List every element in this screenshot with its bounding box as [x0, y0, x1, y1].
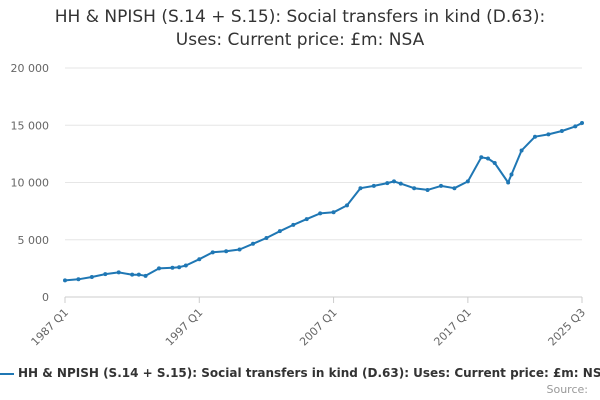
x-tick-label: 2017 Q1: [431, 306, 474, 349]
legend[interactable]: HH & NPISH (S.14 + S.15): Social transfe…: [0, 366, 600, 380]
y-tick-label: 20 000: [11, 62, 50, 75]
y-tick-label: 10 000: [11, 177, 50, 190]
data-point[interactable]: [89, 274, 94, 279]
gridlines: [65, 67, 582, 241]
data-point[interactable]: [183, 263, 188, 268]
data-point[interactable]: [304, 217, 309, 222]
data-point[interactable]: [492, 161, 497, 166]
series-line: [64, 122, 583, 282]
data-point[interactable]: [237, 247, 242, 252]
data-point[interactable]: [291, 222, 296, 227]
data-point[interactable]: [371, 183, 376, 188]
data-point[interactable]: [345, 203, 349, 208]
series-layer: [63, 120, 584, 283]
x-tick-label: 2025 Q3: [546, 306, 589, 349]
data-point[interactable]: [358, 186, 363, 191]
data-point[interactable]: [130, 272, 135, 277]
data-point[interactable]: [385, 181, 390, 186]
data-point[interactable]: [116, 270, 121, 275]
source-label: Source:: [546, 383, 589, 396]
chart-title-line-2: Uses: Current price: £m: NSA: [175, 30, 425, 50]
chart-title-line-1: HH & NPISH (S.14 + S.15): Social transfe…: [54, 7, 546, 27]
data-point[interactable]: [506, 180, 511, 185]
data-point[interactable]: [136, 272, 141, 277]
data-point[interactable]: [439, 183, 443, 188]
data-point[interactable]: [157, 266, 161, 271]
data-point[interactable]: [392, 179, 396, 184]
data-point[interactable]: [264, 236, 269, 241]
data-point[interactable]: [509, 172, 514, 177]
x-tick-label: 1997 Q1: [163, 306, 206, 349]
data-point[interactable]: [197, 257, 202, 262]
y-tick-label: 5 000: [18, 234, 50, 247]
data-point[interactable]: [452, 186, 457, 191]
data-point[interactable]: [224, 249, 229, 254]
data-point[interactable]: [177, 265, 182, 270]
x-tick-label: 2007 Q1: [297, 306, 340, 349]
y-tick-label: 15 000: [11, 119, 50, 132]
legend-label: HH & NPISH (S.14 + S.15): Social transfe…: [18, 366, 600, 380]
data-point[interactable]: [76, 277, 81, 282]
axes: 0 5 000 10 000 15 000 20 000 1987 Q1 1997 Q1 20…: [11, 62, 589, 348]
data-point[interactable]: [170, 265, 175, 270]
data-point[interactable]: [465, 179, 470, 184]
data-point[interactable]: [479, 155, 484, 160]
data-point[interactable]: [486, 156, 490, 161]
data-point[interactable]: [318, 211, 323, 216]
data-point[interactable]: [533, 134, 537, 139]
data-point[interactable]: [546, 132, 551, 137]
data-point[interactable]: [580, 120, 584, 125]
data-point[interactable]: [573, 124, 578, 129]
data-point[interactable]: [103, 272, 108, 277]
data-point[interactable]: [63, 278, 67, 283]
data-point[interactable]: [251, 241, 255, 246]
y-tick-label: 0: [42, 291, 49, 304]
data-point[interactable]: [519, 148, 524, 153]
data-point[interactable]: [398, 181, 403, 186]
data-point[interactable]: [559, 128, 564, 133]
data-point[interactable]: [331, 210, 336, 215]
data-point[interactable]: [277, 229, 282, 234]
data-point[interactable]: [425, 187, 430, 192]
chart-title: HH & NPISH (S.14 + S.15): Social transfe…: [0, 6, 600, 52]
legend-swatch: [0, 372, 14, 375]
data-point[interactable]: [143, 273, 148, 278]
x-tick-label: 1987 Q1: [29, 306, 72, 349]
data-point[interactable]: [210, 250, 215, 255]
data-point[interactable]: [412, 186, 417, 191]
